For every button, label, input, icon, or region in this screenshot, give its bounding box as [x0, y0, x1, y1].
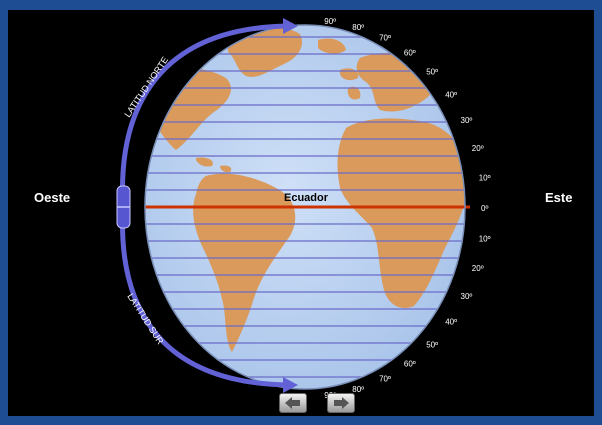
degree-label: 40º	[445, 90, 457, 99]
degree-label: 70º	[379, 375, 391, 384]
globe-outline	[144, 24, 466, 390]
degree-label: 60º	[404, 49, 416, 58]
south-latitude-label: LATITUD SUR	[125, 292, 165, 347]
north-degree-labels: 90º 80º 70º 60º 50º 40º 30º 20º 10º	[324, 17, 490, 183]
degree-label: 90º	[324, 17, 336, 26]
caribbean-islands	[196, 157, 232, 173]
degree-label: 40º	[445, 318, 457, 327]
degree-label: 10º	[479, 174, 491, 183]
degree-label: 30º	[461, 292, 473, 301]
degree-label: 50º	[426, 340, 438, 349]
degree-label: 80º	[352, 385, 364, 394]
british-isles	[347, 86, 361, 100]
africa-landmass	[337, 118, 465, 308]
equator-label: Ecuador	[284, 192, 329, 204]
degree-label: 70º	[379, 34, 391, 43]
degree-label: 60º	[404, 360, 416, 369]
degree-label: 30º	[461, 116, 473, 125]
arrow-right-icon	[334, 397, 349, 409]
greenland-landmass	[228, 26, 303, 77]
next-button[interactable]	[327, 393, 355, 413]
degree-label: 50º	[426, 68, 438, 77]
south-america-landmass	[193, 173, 296, 352]
arrow-left-icon	[285, 397, 300, 409]
south-arrowhead-icon	[283, 377, 298, 393]
degree-label: 10º	[479, 234, 491, 243]
degree-label: 20º	[472, 264, 484, 273]
arctic-islands	[318, 38, 346, 54]
equator-degree-label: 0º	[481, 204, 488, 213]
north-arrowhead-icon	[283, 18, 298, 34]
degree-label: 20º	[472, 144, 484, 153]
west-label: Oeste	[34, 190, 71, 205]
previous-button[interactable]	[279, 393, 307, 413]
east-label: Este	[545, 190, 573, 205]
globe-land	[150, 26, 465, 352]
north-latitude-label: LATITUD NORTE	[122, 55, 170, 119]
degree-label: 80º	[352, 23, 364, 32]
